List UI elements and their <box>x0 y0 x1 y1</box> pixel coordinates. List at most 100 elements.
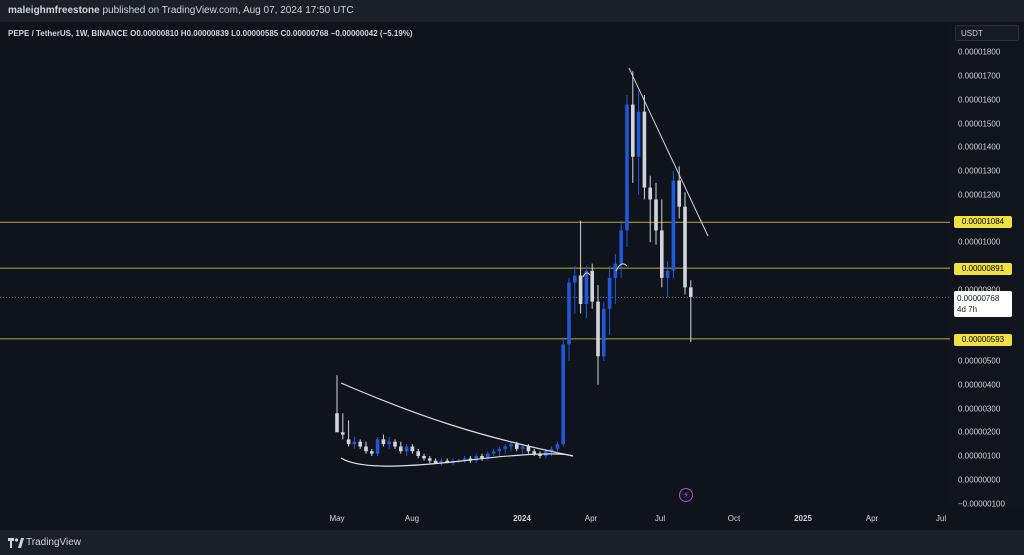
publish-date-text: published on TradingView.com, Aug 07, 20… <box>102 5 354 16</box>
level-badge: 0.00000891 <box>954 263 1012 275</box>
publish-info: maleighmfreestone published on TradingVi… <box>8 5 354 16</box>
candle-body <box>335 413 339 433</box>
candle-body <box>486 453 490 459</box>
candle-body <box>677 180 681 207</box>
countdown-text: 4d 7h <box>957 305 978 314</box>
arc-mark <box>615 263 628 272</box>
candle-body <box>555 444 560 449</box>
candle-body <box>578 275 583 304</box>
candle-body <box>497 448 502 452</box>
candle-body <box>515 444 519 449</box>
candle-body <box>399 446 403 452</box>
candle-body <box>648 187 652 200</box>
tradingview-brand[interactable]: TradingView <box>26 537 82 548</box>
time-tick-label: May <box>329 514 345 523</box>
price-tick-label: 0.00001600 <box>958 95 1001 105</box>
time-tick-label: Jul <box>935 514 947 523</box>
candle-body <box>416 451 420 456</box>
candle-body <box>631 104 635 157</box>
candle-body <box>404 446 409 452</box>
time-tick-label: Jul <box>654 514 666 523</box>
price-tick-label: 0.00001700 <box>958 71 1001 81</box>
time-tick-label: Oct <box>727 514 741 523</box>
candle-body <box>387 441 391 445</box>
candle-body <box>393 441 397 447</box>
candle-body <box>549 448 554 452</box>
candle-body <box>462 458 467 461</box>
time-tick-label: 2024 <box>513 514 531 523</box>
wedge-upper-line <box>340 382 574 457</box>
candle-body <box>561 344 565 445</box>
price-tick-label: 0.00000100 <box>958 451 1001 461</box>
candle-body <box>410 446 415 452</box>
time-tick-label: 2025 <box>794 514 812 523</box>
candle-body <box>602 308 606 357</box>
level-badge: 0.00000593 <box>954 334 1012 346</box>
candle-body <box>590 270 594 302</box>
time-scale[interactable]: May Aug 2024 Apr Jul Oct 2025 Apr Jul <box>0 508 950 528</box>
candle-body <box>532 451 536 454</box>
price-tick-label: 0.00000300 <box>958 404 1001 413</box>
time-tick-label: Apr <box>584 514 598 523</box>
candle-body <box>596 301 600 357</box>
price-tick-label: 0.00001200 <box>958 190 1001 200</box>
candlestick-chart[interactable] <box>0 22 950 508</box>
candle-body <box>613 263 618 278</box>
time-tick-label: Aug <box>404 514 420 523</box>
candle-body <box>474 456 478 461</box>
candle-body <box>607 277 612 309</box>
candle-body <box>352 441 357 445</box>
candle-body <box>370 451 374 454</box>
price-tick-label: 0.00000400 <box>958 380 1001 390</box>
price-tick-label: 0.00001300 <box>958 166 1001 176</box>
candle-body <box>428 458 432 461</box>
candle-body <box>520 446 525 449</box>
author-name[interactable]: maleighmfreestone <box>8 5 100 16</box>
currency-selector[interactable]: USDT <box>955 25 1019 41</box>
footer-bar: TradingView <box>0 530 1024 555</box>
candle-body <box>491 451 496 454</box>
candle-body <box>654 199 658 231</box>
chart-pane[interactable] <box>0 22 951 508</box>
candle-body <box>439 460 444 464</box>
candle-body <box>683 206 687 288</box>
candle-body <box>341 432 345 435</box>
price-tick-label: −0.00000100 <box>958 499 1005 508</box>
symbol-legend: PEPE / TetherUS, 1W, BINANCE O0.00000810… <box>8 29 413 38</box>
candle-body <box>573 275 577 283</box>
candle-body <box>358 441 362 447</box>
candle-body <box>567 282 571 345</box>
header-bar: maleighmfreestone published on TradingVi… <box>0 0 1024 22</box>
price-tick-label: 0.00001000 <box>958 237 1001 247</box>
candle-body <box>346 439 351 445</box>
candle-body <box>665 270 670 278</box>
price-tick-label: 0.00000500 <box>958 356 1001 366</box>
current-price-text: 0.00000768 <box>957 294 1000 303</box>
candle-body <box>526 446 531 452</box>
current-price-badge: 0.00000768 4d 7h <box>954 291 1012 317</box>
candle-body <box>625 104 629 231</box>
wedge-lower-line <box>340 453 574 467</box>
candle-body <box>381 439 386 445</box>
candle-body <box>660 230 664 278</box>
flash-icon[interactable]: ⚡ <box>679 488 693 502</box>
candle-body <box>584 270 589 304</box>
price-tick-label: 0.00001400 <box>958 142 1001 152</box>
candle-body <box>375 439 380 454</box>
trendline <box>628 67 709 237</box>
candle-body <box>433 460 438 464</box>
price-tick-label: 0.00001800 <box>958 47 1001 57</box>
price-tick-label: 0.00000200 <box>958 427 1001 437</box>
candle-body <box>538 453 542 456</box>
candle-body <box>422 456 426 459</box>
candle-body <box>364 446 368 452</box>
tradingview-logo-icon <box>8 538 24 548</box>
candle-body <box>689 287 693 297</box>
candle-body <box>642 111 647 188</box>
candle-body <box>503 446 507 449</box>
price-tick-label: 0.00000000 <box>958 475 1001 485</box>
candle-body <box>671 180 676 271</box>
candle-body <box>480 456 484 459</box>
candle-body <box>619 230 623 264</box>
price-tick-label: 0.00000800 <box>958 285 1001 295</box>
